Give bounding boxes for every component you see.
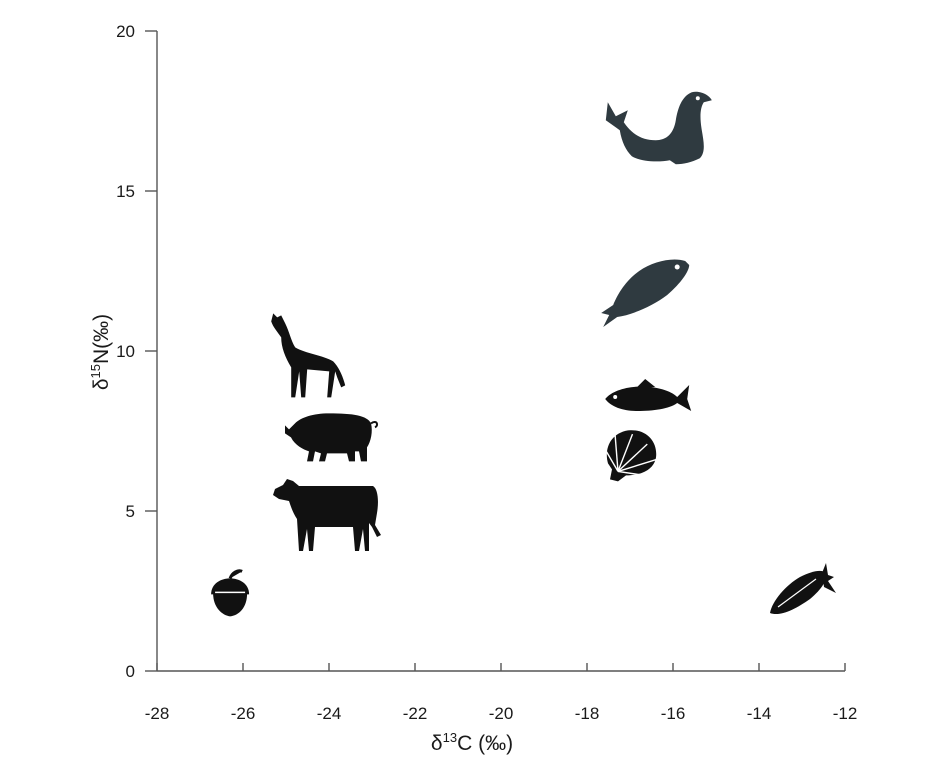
wolf-icon [271, 313, 346, 398]
x-tick-label: -14 [747, 704, 772, 723]
y-tick-label: 0 [126, 662, 135, 681]
y-tick-label: 10 [116, 342, 135, 361]
x-tick-label: -16 [661, 704, 686, 723]
cow-icon [273, 479, 381, 551]
y-axis-title: δ15N(‰) [88, 314, 113, 390]
x-tick-label: -12 [833, 704, 858, 723]
salmon-icon [601, 259, 690, 327]
seal-icon [605, 91, 712, 165]
x-tick-label: -26 [231, 704, 256, 723]
x-tick-label: -24 [317, 704, 342, 723]
corn-icon [770, 563, 836, 615]
axes [156, 31, 845, 672]
x-tick-label: -18 [575, 704, 600, 723]
y-tick-label: 15 [116, 182, 135, 201]
y-tick-label: 5 [126, 502, 135, 521]
x-tick-label: -28 [145, 704, 170, 723]
ticks: -28 -26 -24 -22 -20 -18 -16 -14 -12 0 5 10 15 20 [116, 22, 857, 723]
y-tick-label: 20 [116, 22, 135, 41]
x-tick-label: -22 [403, 704, 428, 723]
acorn-icon [211, 569, 250, 617]
fish-icon [605, 379, 692, 411]
shell-icon [597, 430, 658, 482]
data-points [211, 91, 836, 617]
pig-icon [285, 413, 379, 462]
x-axis-title: δ13C (‰) [431, 730, 513, 755]
x-tick-label: -20 [489, 704, 514, 723]
